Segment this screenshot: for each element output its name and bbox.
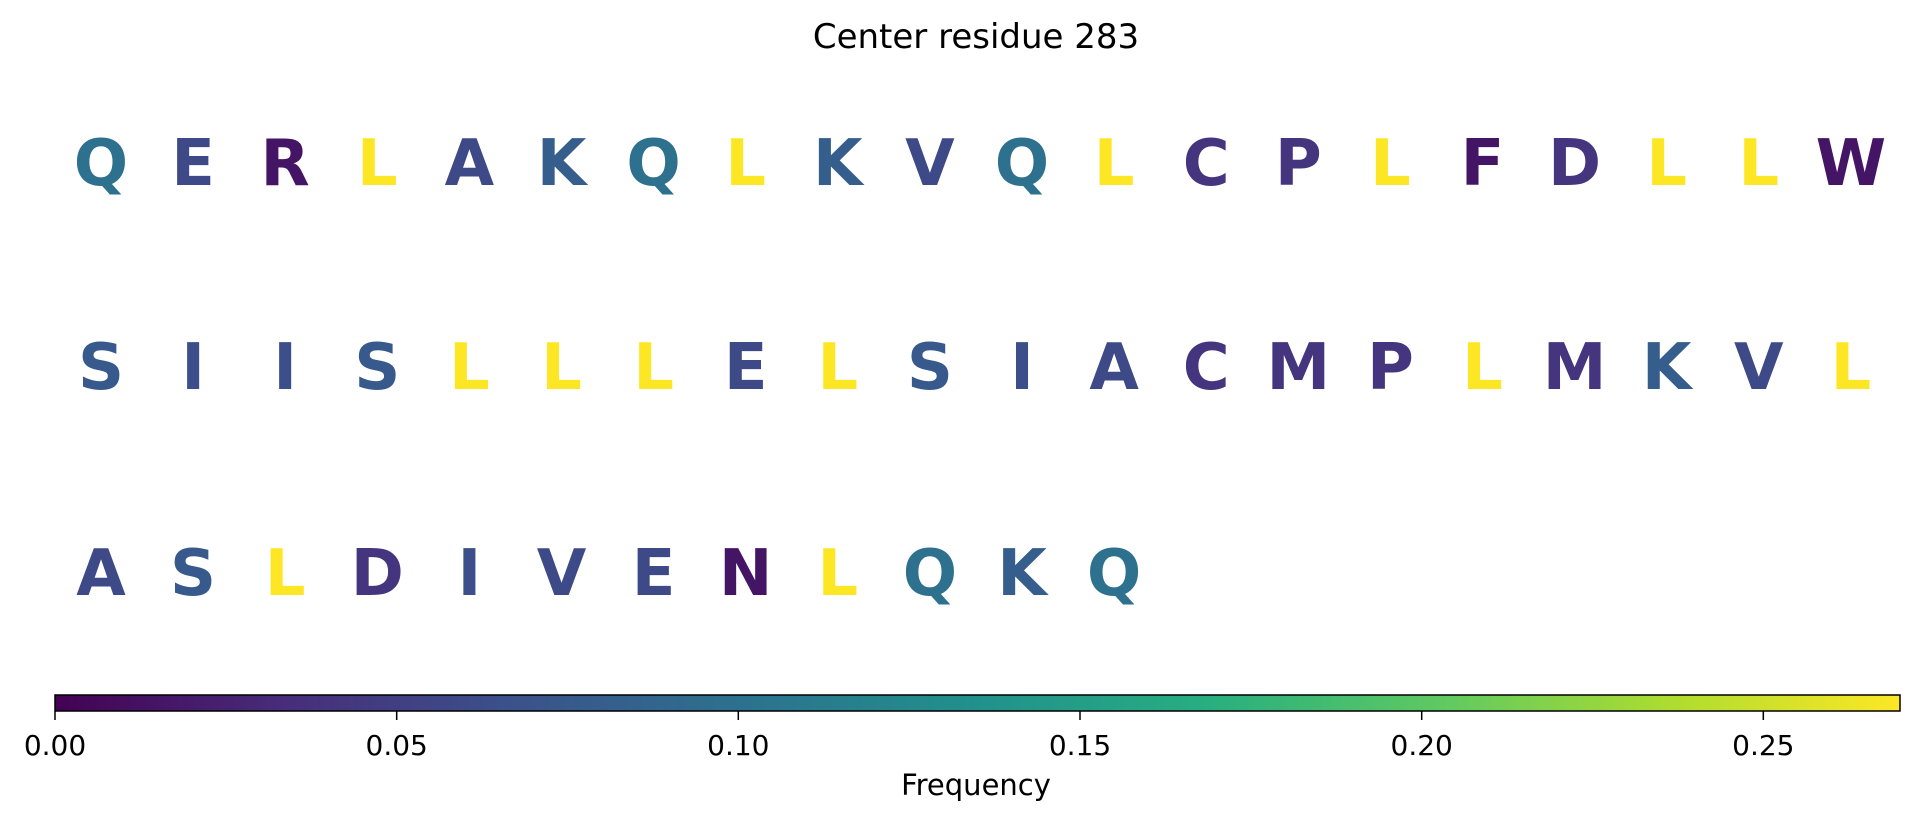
residue-letter: K [997, 537, 1049, 611]
residue-letter: F [1461, 127, 1505, 201]
residue-letter: Q [74, 127, 128, 201]
residue-letter: W [1816, 127, 1887, 201]
residue-letter: C [1183, 127, 1230, 201]
residue-letter: M [1266, 331, 1330, 405]
residue-letter: Q [1087, 537, 1141, 611]
residue-letter: L [449, 331, 490, 405]
residue-letter: S [354, 331, 400, 405]
residue-letter: Q [626, 127, 680, 201]
colorbar-tick-label: 0.05 [366, 729, 428, 762]
residue-letter: E [632, 537, 676, 611]
colorbar-tick-label: 0.25 [1732, 729, 1794, 762]
residue-letter: R [261, 127, 310, 201]
colorbar-ticks: 0.00 0.05 0.10 0.15 0.20 0.25 [24, 711, 1794, 762]
residue-letter: L [817, 537, 858, 611]
residue-letter: L [1738, 127, 1779, 201]
colorbar-label: Frequency [901, 768, 1051, 802]
residue-letter: I [457, 537, 481, 611]
residue-letter: V [1734, 331, 1784, 405]
colorbar: 0.00 0.05 0.10 0.15 0.20 0.25 Frequency [24, 694, 1901, 802]
residue-letter: Q [903, 537, 957, 611]
residue-letter: P [1275, 127, 1322, 201]
residue-letter: L [541, 331, 582, 405]
residue-letter: D [1548, 127, 1601, 201]
residue-letter: L [265, 537, 306, 611]
residue-letter: L [1831, 331, 1872, 405]
residue-letter: L [1370, 127, 1411, 201]
residue-letter: L [1462, 331, 1503, 405]
colorbar-tick-label: 0.15 [1049, 729, 1111, 762]
residue-letter: N [719, 537, 773, 611]
residue-letter: L [1646, 127, 1687, 201]
residue-letter: I [273, 331, 297, 405]
residue-letter: E [171, 127, 215, 201]
residue-letter: C [1183, 331, 1230, 405]
residue-letter: E [724, 331, 768, 405]
residue-letter: K [1642, 331, 1694, 405]
residue-letter: S [170, 537, 216, 611]
residue-letter: L [633, 331, 674, 405]
residue-letter: A [445, 127, 495, 201]
residue-letter: A [76, 537, 126, 611]
colorbar-frame [54, 694, 1901, 712]
residue-letter: K [537, 127, 589, 201]
colorbar-gradient [55, 695, 1900, 711]
residue-letter: L [725, 127, 766, 201]
residue-letter: S [907, 331, 953, 405]
colorbar-tick-label: 0.10 [707, 729, 769, 762]
residue-letter: D [351, 537, 404, 611]
residue-letter: V [905, 127, 955, 201]
residue-letter: A [1089, 331, 1139, 405]
colorbar-tick-label: 0.00 [24, 729, 86, 762]
residue-letter: L [1094, 127, 1135, 201]
colorbar-tick-label: 0.20 [1391, 729, 1453, 762]
residue-letter: I [1010, 331, 1034, 405]
chart-title: Center residue 283 [813, 17, 1139, 57]
residue-letter: Q [995, 127, 1049, 201]
residue-letter: S [78, 331, 124, 405]
residue-letter: M [1543, 331, 1607, 405]
residue-grid: Q E R L A K Q L K V Q L C P L F D L L WS I I S L L L E L S I A C M P L M K V L… [74, 127, 1886, 611]
residue-letter: P [1367, 331, 1414, 405]
residue-letter: L [817, 331, 858, 405]
residue-letter: I [181, 331, 205, 405]
residue-letter: V [537, 537, 587, 611]
residue-letter: K [813, 127, 865, 201]
residue-letter: L [357, 127, 398, 201]
